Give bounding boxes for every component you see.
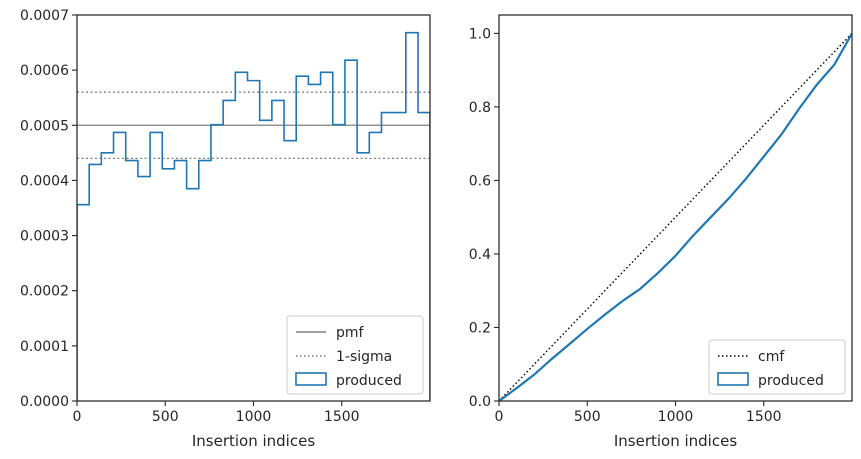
x-tick-label: 1000 bbox=[658, 409, 694, 425]
x-tick-label: 1000 bbox=[236, 409, 272, 425]
legend-key-produced bbox=[717, 372, 749, 386]
y-tick-label: 0.0007 bbox=[20, 8, 69, 24]
plot-area bbox=[77, 31, 430, 401]
y-tick-label: 0.0003 bbox=[20, 229, 69, 245]
plot-area bbox=[499, 32, 852, 401]
x-tick-label: 1500 bbox=[324, 409, 360, 425]
x-tick-label: 0 bbox=[73, 409, 82, 425]
legend-label-1-sigma: 1-sigma bbox=[336, 349, 392, 365]
legend-label-pmf: pmf bbox=[336, 325, 365, 341]
y-tick-label: 0.0006 bbox=[20, 63, 69, 79]
y-tick-label: 0.2 bbox=[469, 320, 491, 336]
legend-box bbox=[286, 315, 424, 395]
x-axis-label: Insertion indices bbox=[192, 432, 315, 450]
chart-left-histogram: 0 500 1000 1500 0.0000 0.0001 0.0002 0.0003 0.00… bbox=[20, 8, 431, 450]
legend-label-produced: produced bbox=[758, 373, 824, 389]
y-tick-label: 0.8 bbox=[469, 100, 491, 116]
legend-label-cmf: cmf bbox=[758, 349, 785, 365]
legend-label-produced: produced bbox=[336, 373, 402, 389]
legend-key-produced bbox=[295, 372, 327, 386]
y-tick-label: 0.4 bbox=[469, 247, 491, 263]
chart-right-cumulative: 0 500 1000 1500 0.0 0.2 0.4 0.6 0.8 1.0 Insertion … bbox=[469, 14, 853, 450]
legend: pmf 1-sigma produced bbox=[286, 315, 424, 395]
x-tick-label: 500 bbox=[574, 409, 601, 425]
y-tick-label: 1.0 bbox=[469, 26, 491, 42]
x-tick-label: 500 bbox=[152, 409, 179, 425]
y-tick-label: 0.0001 bbox=[20, 339, 69, 355]
histogram-step-produced bbox=[77, 31, 430, 401]
legend: cmf produced bbox=[708, 339, 846, 395]
y-tick-label: 0.0 bbox=[469, 394, 491, 410]
x-axis-label: Insertion indices bbox=[614, 432, 737, 450]
y-tick-label: 0.0005 bbox=[20, 118, 69, 134]
y-tick-label: 0.0004 bbox=[20, 173, 69, 189]
x-tick-label: 0 bbox=[495, 409, 504, 425]
legend-box bbox=[708, 339, 846, 395]
x-tick-label: 1500 bbox=[746, 409, 782, 425]
y-tick-label: 0.0002 bbox=[20, 284, 69, 300]
y-tick-label: 0.6 bbox=[469, 173, 491, 189]
y-tick-label: 0.0000 bbox=[20, 394, 69, 410]
series-line-cmf bbox=[499, 32, 852, 401]
